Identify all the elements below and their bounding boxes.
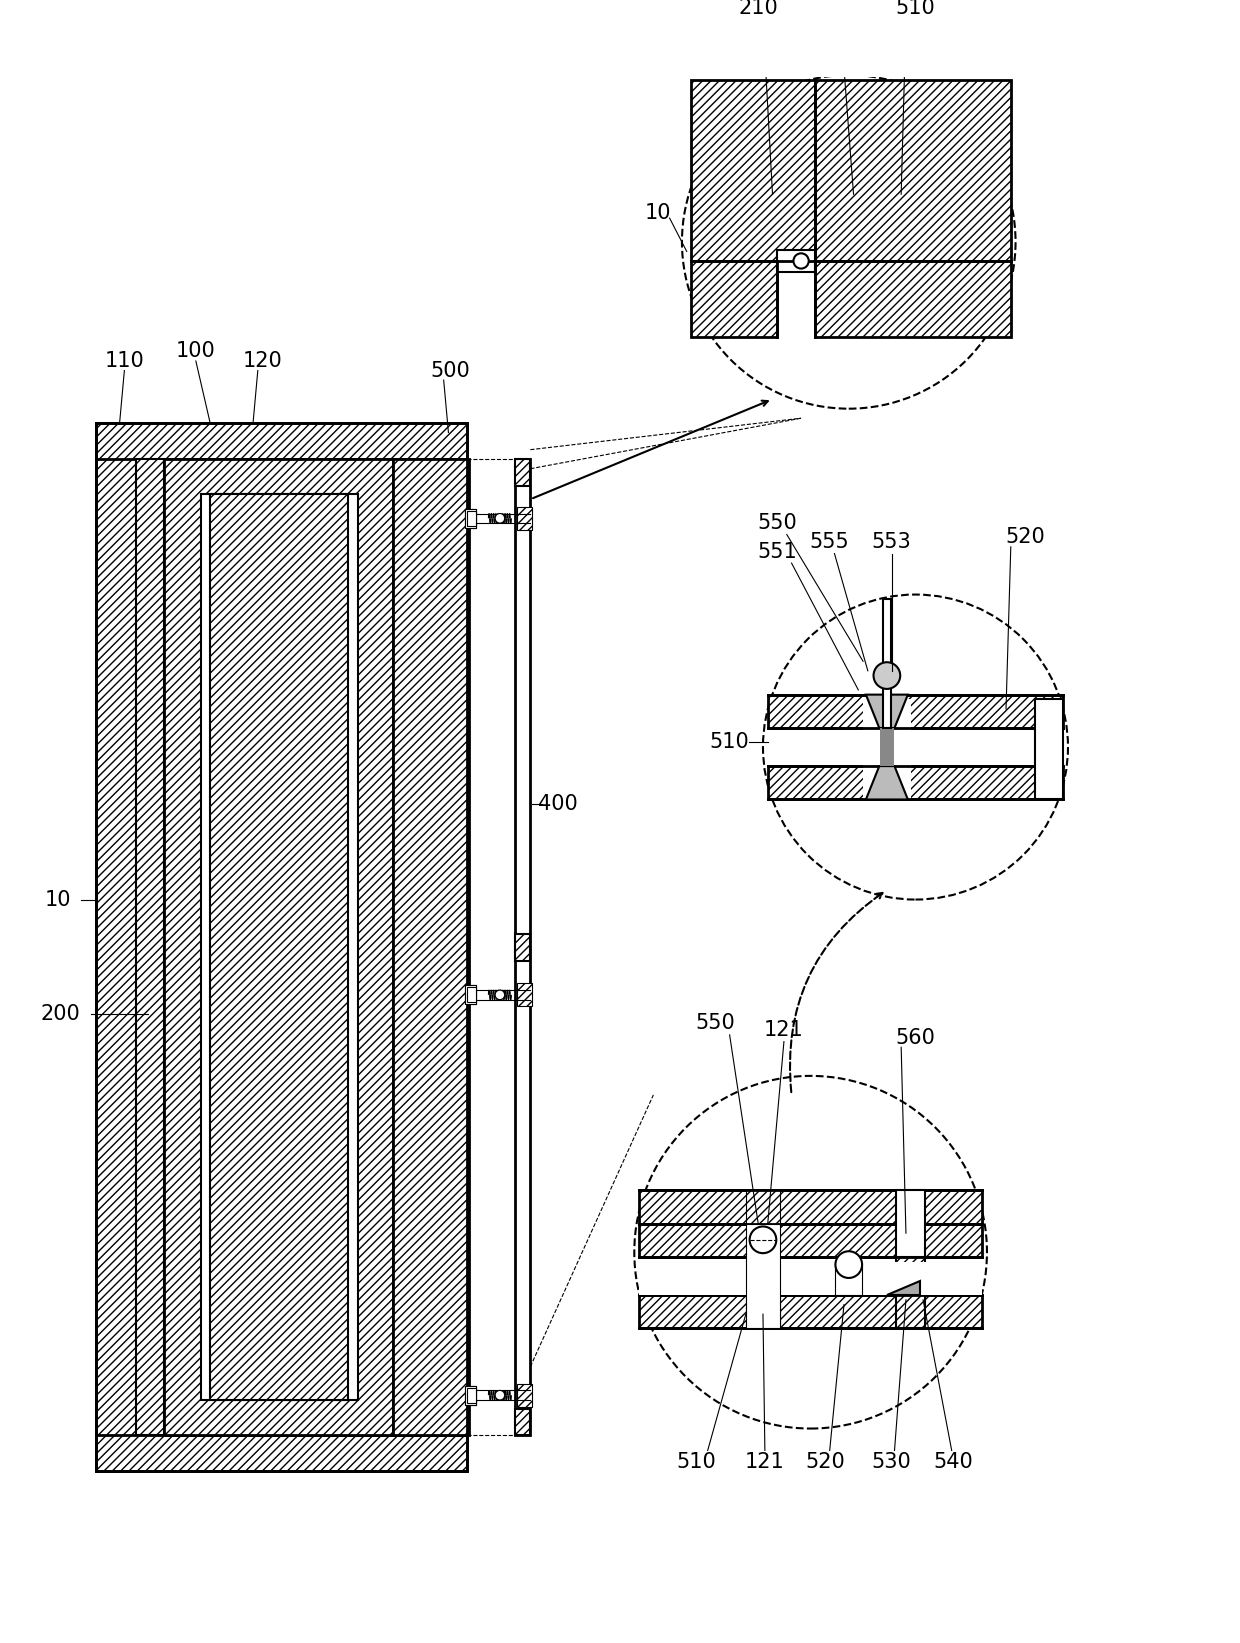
Text: 555: 555	[810, 532, 849, 552]
Text: 510: 510	[895, 0, 935, 18]
Text: 550: 550	[696, 1014, 735, 1033]
Bar	[517, 1383, 532, 1406]
Text: 500: 500	[430, 360, 470, 381]
Circle shape	[495, 1390, 505, 1400]
Text: 10: 10	[45, 889, 71, 910]
Bar	[515, 458, 531, 1436]
Text: 540: 540	[934, 1452, 973, 1472]
Text: 200: 200	[815, 0, 854, 3]
Bar	[897, 1257, 925, 1329]
Bar	[136, 458, 165, 1436]
Bar	[768, 695, 1063, 728]
Bar	[517, 506, 532, 529]
Bar	[95, 422, 467, 1472]
Bar	[836, 1265, 862, 1295]
Text: 510: 510	[709, 733, 749, 752]
Bar	[639, 1224, 982, 1257]
Polygon shape	[866, 766, 908, 800]
Circle shape	[495, 991, 505, 999]
Bar	[897, 1190, 925, 1257]
Circle shape	[873, 662, 900, 688]
Circle shape	[794, 253, 808, 268]
Bar	[95, 422, 136, 1472]
Text: 10: 10	[645, 204, 671, 223]
Bar	[1034, 700, 1063, 800]
Bar	[210, 495, 348, 1400]
Bar	[777, 250, 816, 273]
Polygon shape	[866, 695, 908, 728]
Bar	[515, 458, 531, 486]
Bar	[639, 1262, 982, 1295]
Bar	[883, 600, 890, 728]
Circle shape	[836, 1252, 862, 1278]
Bar	[201, 495, 358, 1400]
Text: 551: 551	[758, 542, 797, 562]
Polygon shape	[887, 1282, 920, 1295]
Bar	[639, 1190, 982, 1224]
Bar	[692, 81, 816, 261]
Circle shape	[750, 1226, 776, 1254]
Bar	[467, 1388, 476, 1403]
Bar	[816, 261, 1011, 337]
Bar	[465, 1385, 476, 1405]
Circle shape	[682, 76, 1016, 409]
Bar	[467, 511, 476, 526]
Text: 210: 210	[738, 0, 777, 18]
Bar	[863, 700, 910, 800]
Text: 510: 510	[676, 1452, 717, 1472]
Bar	[467, 987, 476, 1002]
Circle shape	[635, 1076, 987, 1428]
Bar	[692, 261, 777, 337]
Text: 121: 121	[764, 1020, 804, 1040]
Bar	[95, 1436, 467, 1472]
Bar	[465, 986, 476, 1004]
Bar	[880, 728, 894, 766]
Text: 120: 120	[243, 352, 283, 371]
Text: 530: 530	[872, 1452, 911, 1472]
Bar	[515, 1408, 531, 1436]
Bar	[816, 81, 1011, 261]
Bar	[393, 458, 470, 1436]
Bar	[745, 1295, 780, 1329]
Bar	[639, 1295, 982, 1329]
Bar	[745, 1224, 780, 1329]
Text: 400: 400	[538, 794, 578, 815]
Text: 553: 553	[872, 532, 911, 552]
Bar	[465, 986, 476, 1004]
Text: 200: 200	[41, 1004, 81, 1024]
Bar	[515, 933, 531, 961]
Text: 110: 110	[104, 352, 144, 371]
Bar	[465, 509, 476, 527]
Bar	[745, 1190, 780, 1224]
Text: 560: 560	[895, 1029, 935, 1048]
Text: 100: 100	[176, 342, 216, 361]
Text: 520: 520	[1006, 527, 1045, 547]
Bar	[465, 1385, 476, 1405]
Text: 121: 121	[745, 1452, 785, 1472]
Bar	[95, 422, 467, 458]
Circle shape	[495, 514, 505, 522]
Bar	[465, 509, 476, 527]
Bar	[517, 984, 532, 1006]
Bar	[165, 458, 393, 1436]
Circle shape	[763, 595, 1068, 900]
Bar	[768, 766, 1063, 800]
Text: 520: 520	[805, 1452, 844, 1472]
Text: 550: 550	[758, 513, 797, 532]
